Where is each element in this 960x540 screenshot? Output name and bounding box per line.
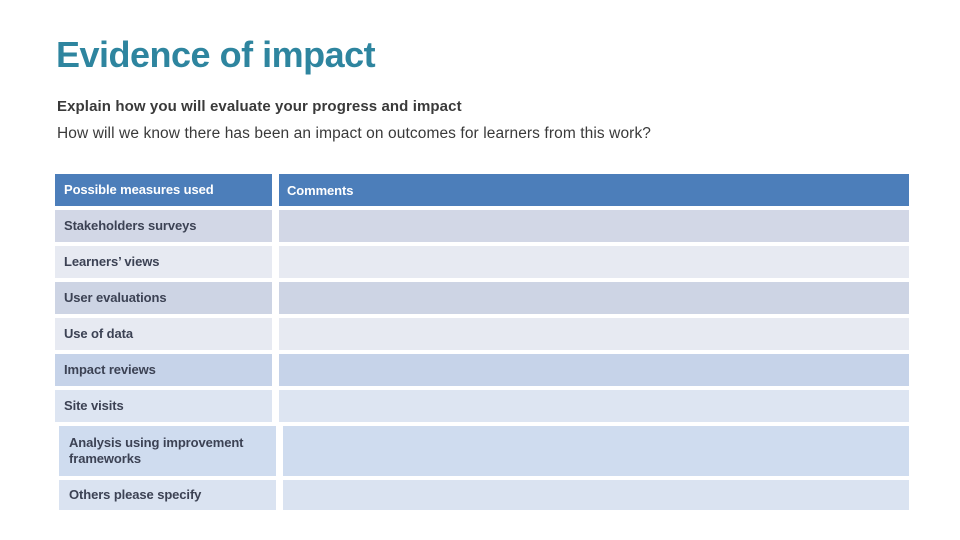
measure-cell: Site visits [55,390,272,422]
comment-cell [283,426,909,476]
measure-cell: Stakeholders surveys [55,210,272,242]
table-row: Learners’ views [55,246,909,278]
comment-cell [279,318,909,350]
page-title: Evidence of impact [56,34,376,75]
measure-cell: Learners’ views [55,246,272,278]
measure-cell: Analysis using improvement frameworks [59,426,276,476]
measures-table: Possible measures used Comments Stakehol… [55,174,909,510]
table-row: User evaluations [55,282,909,314]
comment-cell [279,246,909,278]
table-row: Others please specify [59,480,909,510]
intro-question: How will we know there has been an impac… [57,125,652,142]
column-header-measures: Possible measures used [55,174,272,206]
intro-instruction: Explain how you will evaluate your progr… [57,98,462,115]
comment-cell [279,210,909,242]
comment-cell [279,282,909,314]
measure-cell: Use of data [55,318,272,350]
table-row: Analysis using improvement frameworks [59,426,909,476]
measure-cell: Impact reviews [55,354,272,386]
comment-cell [279,354,909,386]
table-row: Impact reviews [55,354,909,386]
table-header-row: Possible measures used Comments [55,174,909,206]
measure-cell: User evaluations [55,282,272,314]
comment-cell [279,390,909,422]
table-row: Site visits [55,390,909,422]
table-row: Stakeholders surveys [55,210,909,242]
measure-cell: Others please specify [59,480,276,510]
column-header-comments: Comments [279,174,909,206]
table-row: Use of data [55,318,909,350]
comment-cell [283,480,909,510]
